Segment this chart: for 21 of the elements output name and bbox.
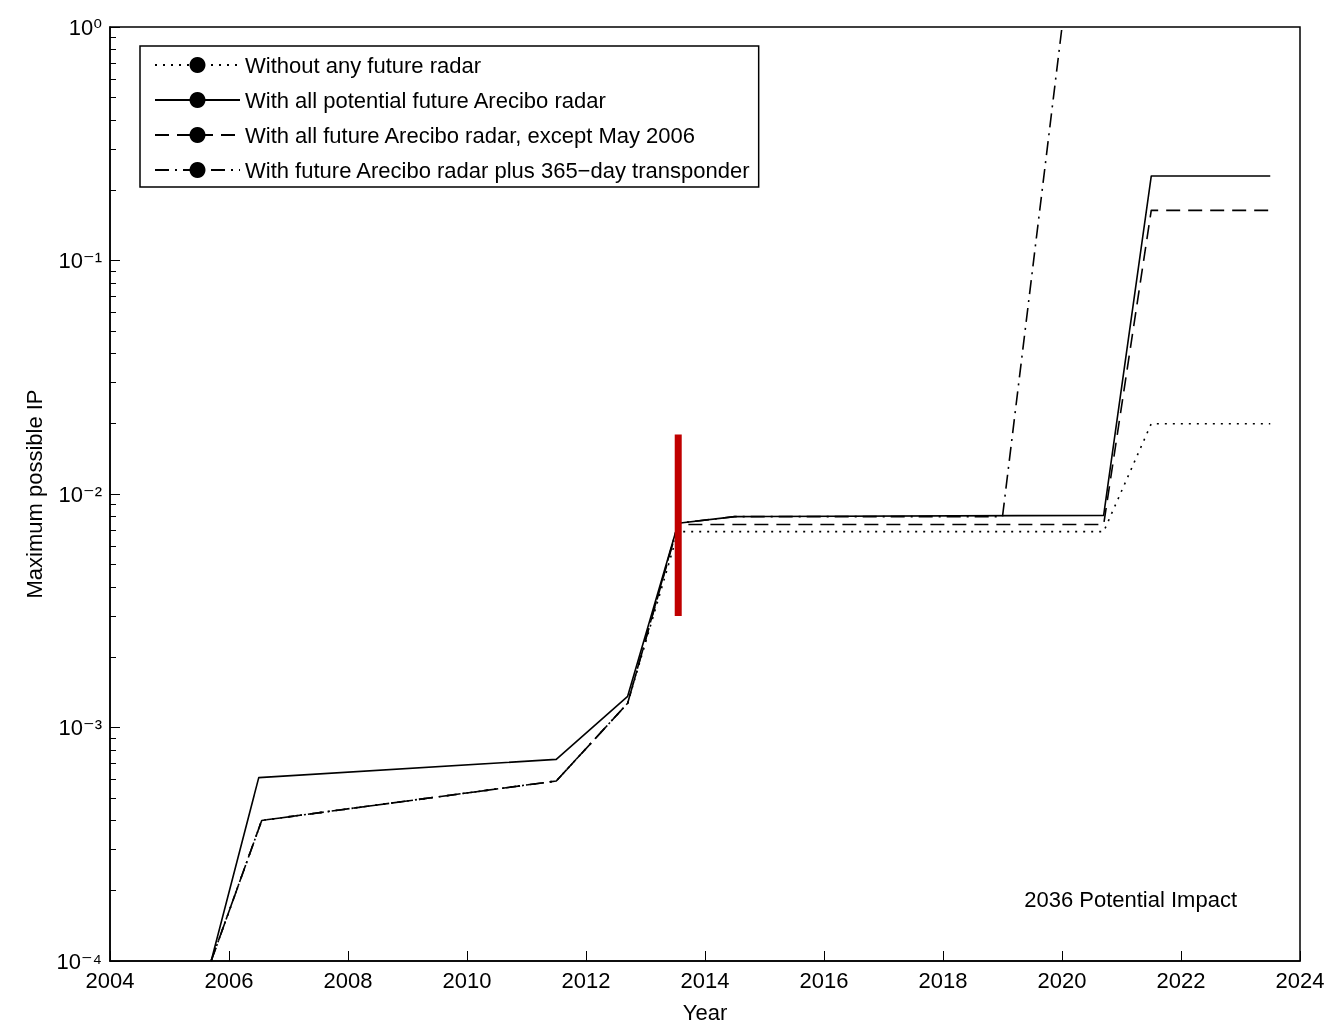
y-tick-label: 10⁰ xyxy=(68,14,103,40)
x-tick-label: 2008 xyxy=(323,967,373,993)
x-tick-label: 2016 xyxy=(799,967,849,993)
x-tick-label: 2014 xyxy=(680,967,730,993)
legend-label: With all potential future Arecibo radar xyxy=(245,87,606,113)
y-axis-title: Maximum possible IP xyxy=(22,389,48,599)
y-tick-label: 10⁻³ xyxy=(58,715,102,740)
y-tick-label: 10⁻² xyxy=(58,481,102,507)
legend-label: With all future Arecibo radar, except May 2006 xyxy=(245,122,696,148)
x-tick-label: 2018 xyxy=(918,967,968,993)
legend-label: With future Arecibo radar plus 365−day transponder xyxy=(245,157,750,183)
x-tick-label: 2024 xyxy=(1275,967,1325,993)
x-tick-label: 2012 xyxy=(561,967,611,993)
x-tick-label: 2020 xyxy=(1037,967,1087,993)
annotation: 2036 Potential Impact xyxy=(1024,886,1238,912)
x-tick-label: 2022 xyxy=(1156,967,1206,993)
legend-label: Without any future radar xyxy=(245,52,482,78)
y-tick-label: 10⁻¹ xyxy=(58,248,102,273)
x-axis-title: Year xyxy=(682,999,728,1025)
x-tick-label: 2010 xyxy=(442,967,492,993)
x-tick-label: 2006 xyxy=(204,967,254,993)
